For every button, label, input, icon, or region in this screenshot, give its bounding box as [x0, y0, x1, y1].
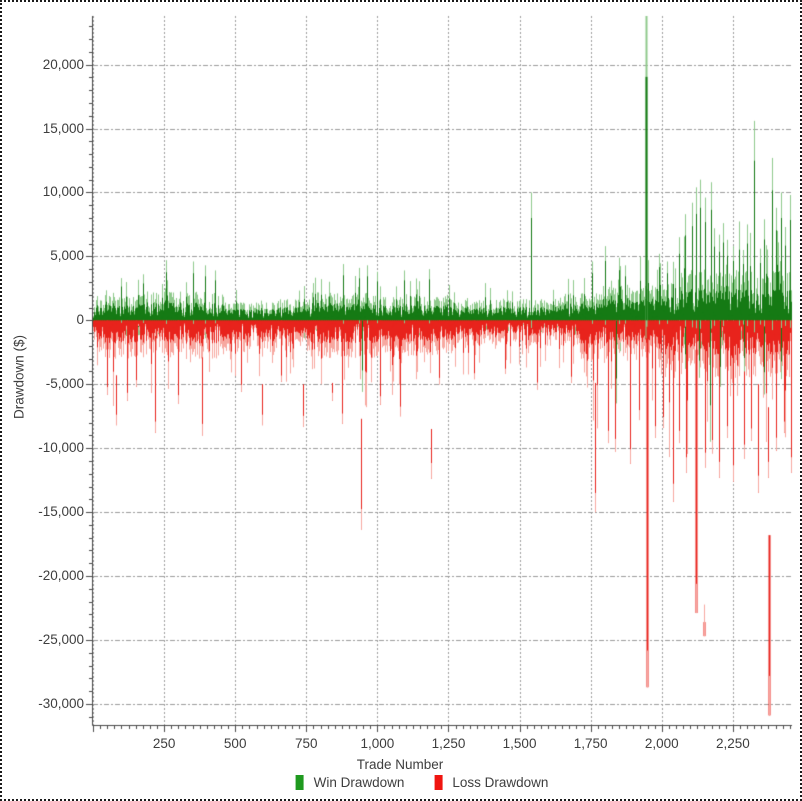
legend-label-win: Win Drawdown — [313, 775, 405, 790]
x-axis-tick-label: 1,250 — [431, 736, 466, 751]
x-axis-tick-label: 1,500 — [502, 736, 537, 751]
legend-item-loss-drawdown: Loss Drawdown — [434, 775, 548, 790]
y-axis-tick-label: 5,000 — [50, 248, 84, 264]
y-axis-title: Drawdown ($) — [11, 334, 27, 420]
y-axis-tick-label: -20,000 — [38, 568, 84, 584]
y-axis-tick-label: -5,000 — [45, 376, 84, 392]
y-axis-tick-label: -15,000 — [38, 504, 84, 520]
x-axis-tick-label: 250 — [152, 736, 176, 751]
y-axis-tick-label: 20,000 — [42, 56, 84, 72]
x-axis-tick-label: 2,250 — [715, 736, 750, 751]
y-axis-tick-label: -25,000 — [38, 631, 84, 647]
y-axis-tick-label: 15,000 — [42, 120, 84, 136]
legend-item-win-drawdown: Win Drawdown — [295, 775, 405, 790]
x-axis-tick-label: 500 — [223, 736, 247, 751]
y-axis-tick-label: 10,000 — [42, 184, 84, 200]
x-axis-tick-label: 1,000 — [360, 736, 395, 751]
legend-label-loss: Loss Drawdown — [452, 775, 549, 790]
y-axis-tick-label: -30,000 — [38, 695, 84, 711]
chart-legend: Win Drawdown Loss Drawdown — [295, 775, 548, 790]
y-axis-tick-label: 0 — [76, 312, 84, 328]
loss-drawdown-swatch-icon — [434, 775, 443, 790]
win-drawdown-swatch-icon — [295, 775, 304, 790]
x-axis-tick-label: 1,750 — [573, 736, 608, 751]
y-axis-tick-label: -10,000 — [38, 440, 84, 456]
x-axis-title: Trade Number — [356, 757, 444, 772]
x-axis-tick-label: 750 — [295, 736, 318, 751]
x-axis-tick-label: 2,000 — [644, 736, 679, 751]
